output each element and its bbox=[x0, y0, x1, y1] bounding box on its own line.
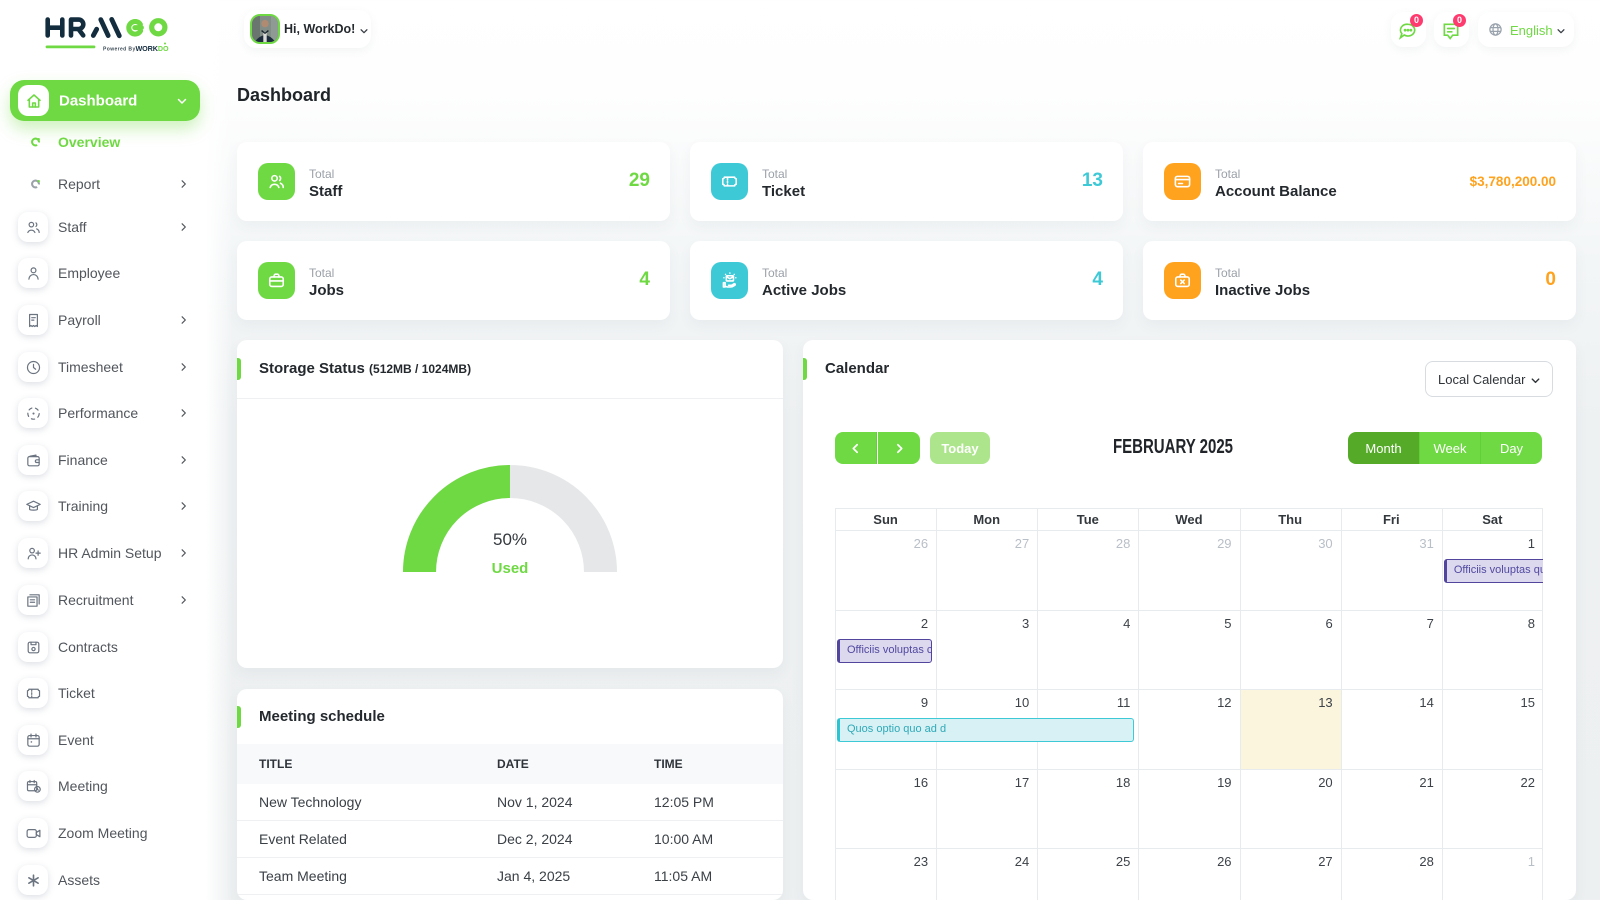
svg-text:Powered By: Powered By bbox=[103, 47, 136, 53]
svg-text:WORKDO: WORKDO bbox=[136, 44, 169, 53]
